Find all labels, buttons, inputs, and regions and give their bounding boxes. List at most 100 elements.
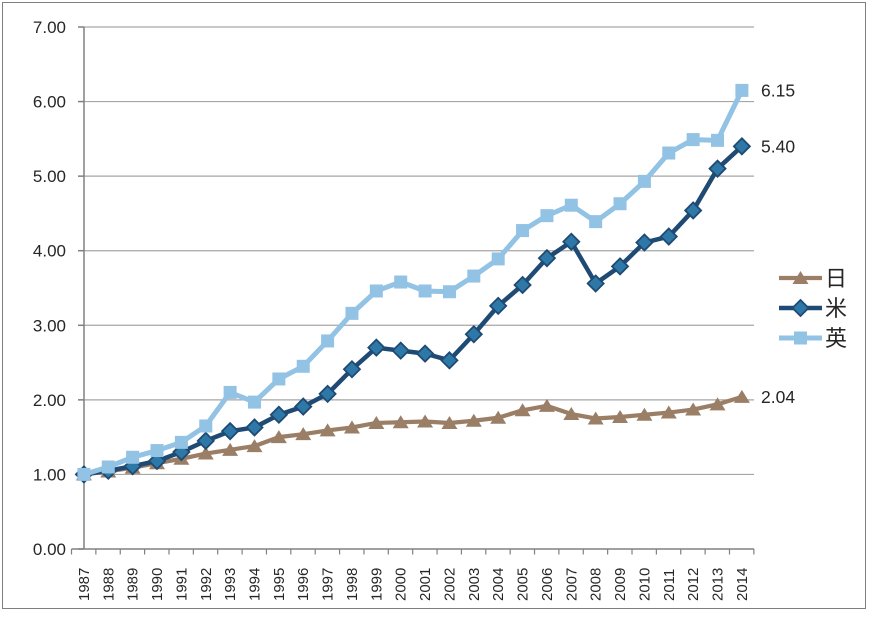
y-tick-label: 0.00 [33,540,66,559]
legend-label-uk: 英 [825,326,847,351]
data-marker-uk [735,83,749,97]
x-tick-label: 2011 [661,569,678,601]
legend-swatch-marker-jp [792,271,809,284]
y-tick-label: 3.00 [33,316,66,335]
series-line-uk [83,89,745,477]
data-marker-jp [685,402,702,416]
data-marker-us [269,405,289,425]
y-tick-label: 4.00 [33,242,66,261]
data-marker-jp [392,415,409,429]
x-tick-label: 1987 [76,568,93,601]
data-marker-uk [369,284,383,298]
data-marker-uk [199,419,213,433]
x-tick-label: 2008 [588,568,605,601]
legend-label-jp: 日 [825,266,847,291]
data-marker-jp [709,397,726,411]
data-marker-us [464,324,484,344]
data-marker-us [245,418,264,437]
x-tick-label: 1998 [344,568,361,601]
data-marker-uk [247,395,261,409]
x-tick-label: 2007 [563,568,580,601]
data-marker-jp [441,415,458,429]
x-tick-label: 1988 [100,568,117,601]
x-tick-label: 1994 [246,568,263,601]
data-marker-uk [613,197,627,211]
x-tick-label: 2002 [441,568,458,601]
end-label-jp: 2.04 [761,387,795,407]
data-marker-us [635,233,654,252]
x-tick-label: 1997 [320,568,337,601]
data-marker-us [610,257,630,276]
data-marker-uk [77,467,91,481]
data-marker-us [415,344,435,363]
data-marker-uk [589,215,603,229]
data-marker-us [683,201,703,220]
data-marker-uk [662,146,676,160]
y-tick-label: 1.00 [33,465,66,484]
data-marker-uk [467,269,481,283]
legend-item-uk: 英 [779,326,847,351]
x-tick-label: 1991 [173,568,190,601]
data-marker-uk [516,224,530,238]
x-tick-label: 2005 [515,568,532,601]
x-tick-label: 2012 [685,568,702,601]
data-marker-us [732,137,752,156]
x-tick-label: 2014 [734,568,751,601]
x-tick-label: 2009 [612,568,629,601]
x-tick-label: 1990 [149,568,166,601]
legend-item-us: 米 [779,296,847,321]
chart-border [2,2,866,609]
end-label-us: 5.40 [761,136,795,156]
legend-label-us: 米 [825,296,847,321]
x-tick-label: 1993 [222,568,239,601]
data-marker-jp [246,439,263,453]
data-marker-jp [270,430,287,444]
data-marker-uk [174,435,188,449]
data-marker-uk [321,334,335,348]
data-marker-jp [343,420,360,434]
data-marker-jp [587,411,604,425]
data-marker-jp [563,407,580,421]
data-marker-uk [418,284,432,298]
legend-item-jp: 日 [779,266,847,291]
data-marker-jp [417,414,434,428]
data-marker-us [367,338,386,357]
data-marker-uk [150,444,164,458]
x-tick-label: 1999 [368,568,385,601]
data-marker-jp [490,410,507,424]
y-tick-label: 6.00 [33,93,66,112]
data-marker-jp [319,423,336,437]
data-marker-us [440,351,459,370]
data-marker-uk [637,174,651,188]
data-marker-jp [295,427,312,441]
data-marker-uk [101,460,115,474]
data-marker-us [342,360,362,379]
x-tick-label: 1996 [295,568,312,601]
data-marker-us [513,275,532,295]
data-marker-us [172,442,191,462]
x-tick-label: 2004 [490,568,507,601]
series-line-jp [83,394,743,477]
data-marker-uk [686,133,700,147]
data-marker-jp [465,413,482,427]
data-marker-us [586,274,605,293]
series-line-us [83,144,744,477]
data-marker-jp [197,446,214,460]
y-tick-label: 7.00 [33,18,66,37]
x-tick-label: 2010 [636,568,653,601]
data-marker-jp [733,389,750,403]
data-marker-us [196,431,216,451]
data-marker-jp [612,410,629,424]
data-marker-us [659,227,679,246]
data-marker-uk [540,209,554,223]
data-marker-uk [711,133,725,147]
x-tick-label: 1992 [198,568,215,601]
data-marker-uk [491,252,505,266]
x-tick-label: 2000 [393,568,410,601]
x-tick-label: 2013 [710,568,727,601]
end-label-uk: 6.15 [761,80,795,100]
y-tick-label: 5.00 [33,167,66,186]
data-marker-us [708,159,727,178]
data-marker-uk [126,450,140,464]
